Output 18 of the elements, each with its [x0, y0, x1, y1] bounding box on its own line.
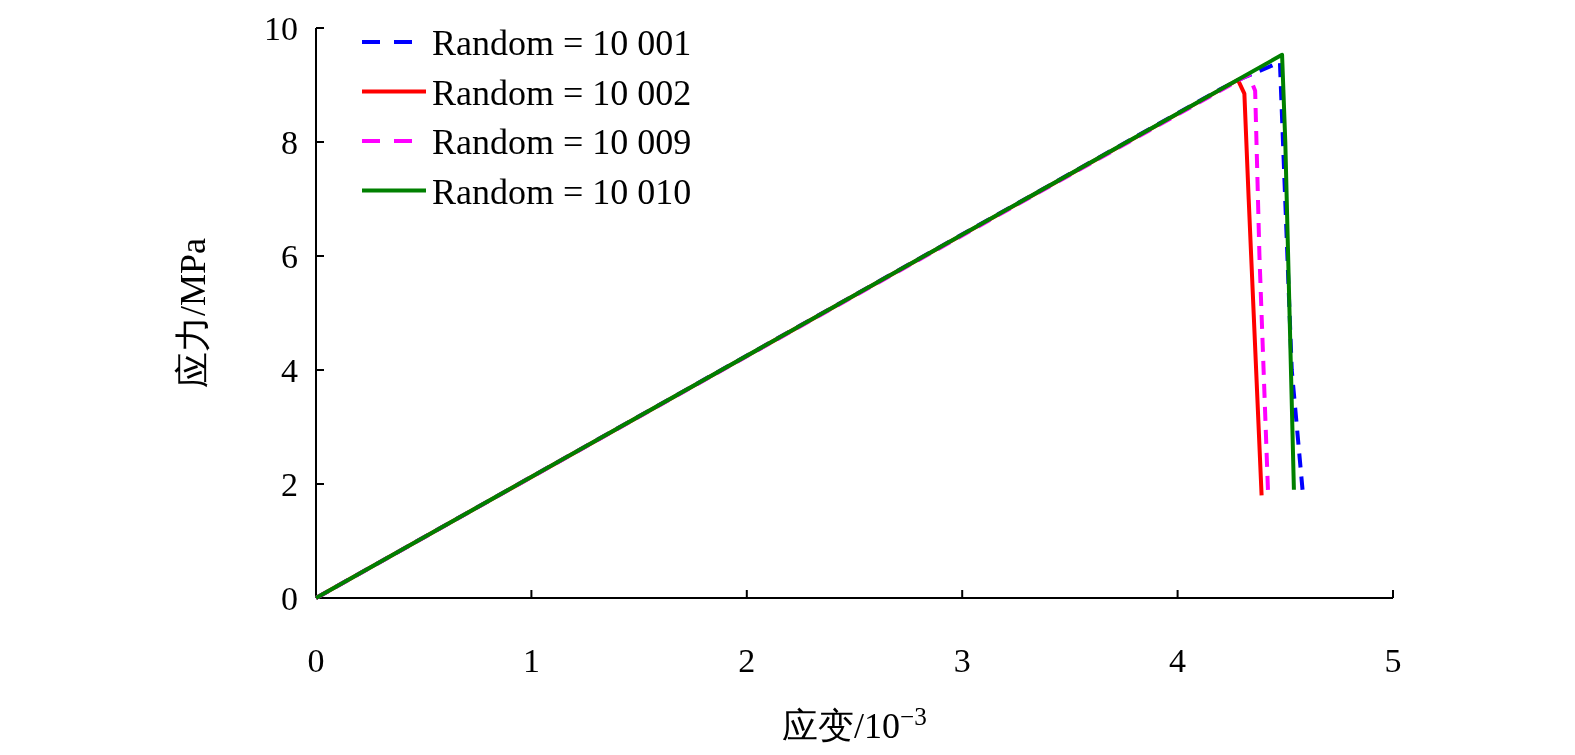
legend-label: Random = 10 010 — [432, 171, 692, 212]
x-tick-label: 3 — [953, 642, 971, 679]
y-tick-label: 10 — [264, 10, 298, 47]
x-tick-label: 5 — [1384, 642, 1402, 679]
legend-label: Random = 10 009 — [432, 122, 692, 162]
y-tick-label: 2 — [281, 466, 298, 503]
x-tick-label: 4 — [1169, 642, 1187, 679]
y-tick-label: 8 — [281, 124, 298, 161]
legend-label: Random = 10 002 — [432, 72, 692, 113]
y-tick-label: 6 — [281, 238, 298, 275]
x-tick-label: 1 — [522, 642, 540, 679]
y-tick-label: 4 — [281, 352, 298, 389]
y-tick-label: 0 — [281, 580, 298, 617]
legend-label: Random = 10 001 — [432, 23, 692, 63]
x-tick-label: 2 — [738, 642, 756, 679]
y-axis-title: 应力/MPa — [173, 237, 213, 389]
x-tick-label: 0 — [307, 642, 325, 679]
x-axis-title: 应变/10$^{−3}$ — [782, 702, 927, 746]
